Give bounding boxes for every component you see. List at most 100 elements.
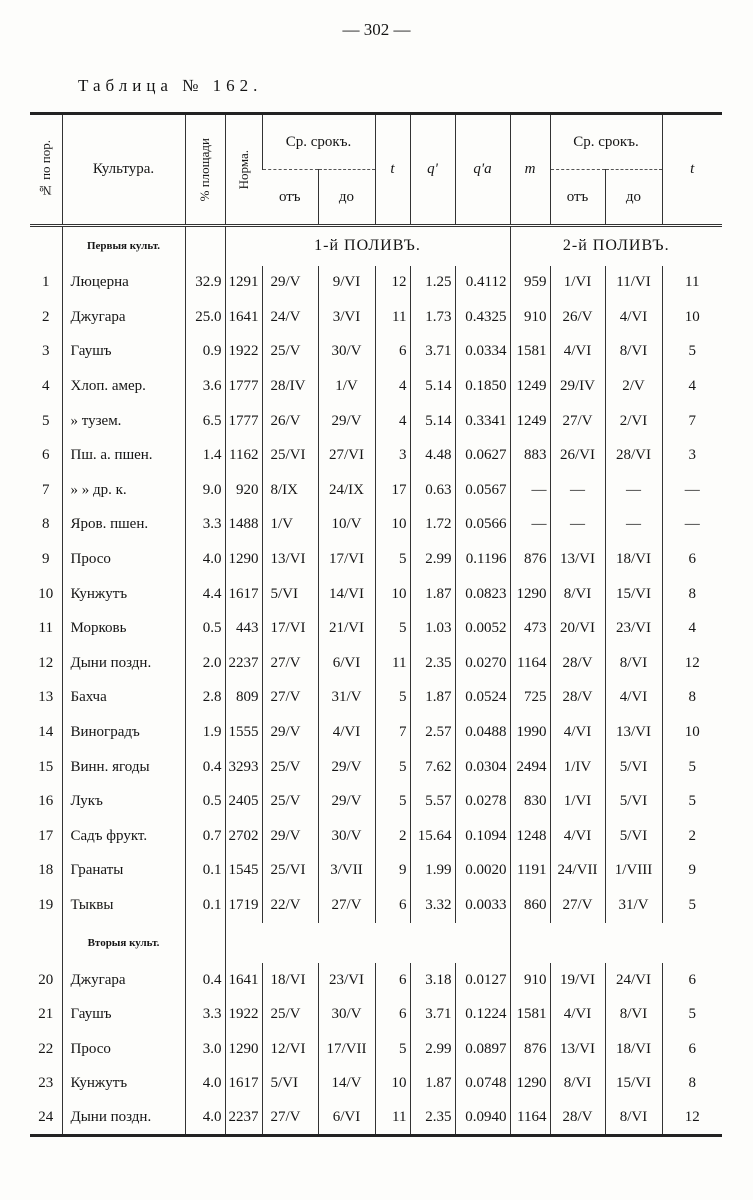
cell: 25/V [261,997,318,1032]
cell: 3.0 [184,1031,225,1067]
cell: 910 [509,962,550,998]
cell: 1.4 [184,438,225,474]
cell: 0.4112 [454,265,510,301]
cell: 10 [661,300,722,335]
cell: 0.1196 [454,542,510,577]
cell: 8/VI [604,997,662,1032]
cell: 15.64 [409,819,455,854]
cell: 883 [509,438,550,474]
cell: 1.25 [409,265,455,301]
cell: 2237 [224,646,262,681]
cell: Просо [61,542,185,577]
header-text: Норма. [235,149,251,190]
cell: 11 [374,300,410,335]
cell: 5/VI [604,749,662,785]
header-cell: отъ [549,169,605,226]
header-text: № по пор. [37,140,53,199]
cell: 1/IV [549,749,605,785]
cell: 0.0020 [454,853,510,889]
cell: 8/VI [549,1066,605,1102]
cell: 1/V [317,369,375,404]
cell: 0.0566 [454,507,510,543]
cell: 8/IX [261,473,318,508]
cell: 5 [374,1031,410,1067]
cell: 27/V [317,888,375,923]
cell: 27/V [549,888,605,923]
cell: 31/V [317,680,375,716]
cell: 8 [661,1066,722,1102]
cell: 29/V [317,784,375,819]
table-row: 17 Садъ фрукт. 0.7 2702 29/V 30/V 2 15.64 0.1094… [30,819,722,854]
cell: 443 [224,611,262,647]
cell: 1 [42,274,50,291]
cell: 16 [38,793,54,810]
cell: 4 [374,403,410,439]
cell: 5/VI [604,819,662,854]
cell: Винн. ягоды [61,749,185,785]
cell: 1.99 [409,853,455,889]
cell: 4.0 [184,1066,225,1102]
cell: 7 [374,715,410,750]
cell: 0.1850 [454,369,510,404]
cell: Хлоп. амер. [61,369,185,404]
cell: 5 [374,611,410,647]
cell: 25/VI [261,438,318,474]
cell: 18 [38,862,54,879]
cell: 1555 [224,715,262,750]
cell: 4 [42,378,50,395]
cell: 7 [42,481,50,498]
cell: 6 [661,962,722,998]
cell: 1249 [509,369,550,404]
cell: 13 [38,689,54,706]
cell [184,922,225,963]
cell: 5 [661,749,722,785]
cell: Просо [61,1031,185,1067]
cell: 0.0627 [454,438,510,474]
header-cell: до [317,169,375,226]
cell: 2.57 [409,715,455,750]
cell: 12 [661,646,722,681]
section-row: Первыя культ. 1-й ПОЛИВЪ. 2-й ПОЛИВЪ. [30,225,722,266]
cell: 14/V [317,1066,375,1102]
cell: 1291 [224,265,262,301]
cell: 3/VI [317,300,375,335]
cell: 21 [38,1006,54,1023]
cell: 12 [661,1101,722,1136]
cell: Гаушъ [61,334,185,370]
cell: 1248 [509,819,550,854]
cell: 9 [661,853,722,889]
header-cell: отъ [262,169,318,226]
cell: 3.3 [184,507,225,543]
cell: 21/VI [317,611,375,647]
cell: 14/VI [317,576,375,612]
table-row: 3 Гаушъ 0.9 1922 25/V 30/V 6 3.71 0.0334 1581 4/VI… [30,334,722,370]
cell: 1617 [224,576,262,612]
group-label: 1-й ПОЛИВЪ. [224,225,510,266]
cell: Дыни поздн. [61,646,185,681]
table-title: Таблица № 162. [78,76,263,95]
table-row: 24 Дыни поздн. 4.0 2237 27/V 6/VI 11 2.35 0.0940… [30,1101,722,1136]
table-row: 19 Тыквы 0.1 1719 22/V 27/V 6 3.32 0.0033 860 27/V… [30,888,722,923]
page-number: — 302 — [342,20,411,39]
cell: 8/VI [604,1101,662,1136]
cell: 25.0 [184,300,225,335]
cell: 9.0 [184,473,225,508]
cell: 8 [661,680,722,716]
cell: 29/V [261,819,318,854]
cell: 0.0270 [454,646,510,681]
cell: 1581 [509,997,550,1032]
header-cell: до [604,169,662,226]
cell: 29/V [317,749,375,785]
cell: — [604,473,662,508]
cell: 3 [661,438,722,474]
cell: 0.5 [184,611,225,647]
header-cell: q' [409,113,455,226]
cell: 2/VI [604,403,662,439]
cell: 1290 [224,1031,262,1067]
cell: 32.9 [184,265,225,301]
cell: Дыни поздн. [61,1101,185,1136]
section-label: Вторыя культ. [61,922,185,963]
cell: » тузем. [61,403,185,439]
cell: 2.8 [184,680,225,716]
